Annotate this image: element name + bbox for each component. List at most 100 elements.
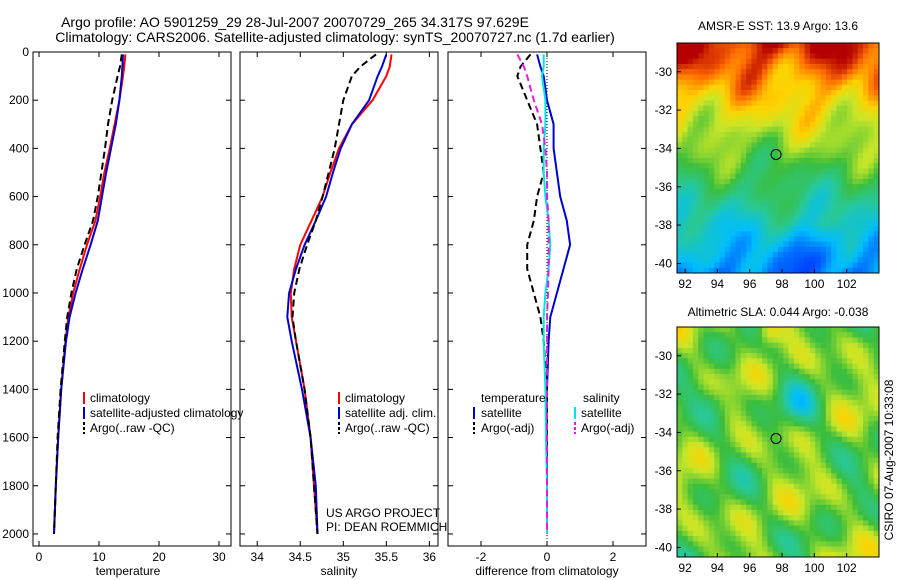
heatmap-cell (772, 494, 779, 501)
heatmap-cell (852, 257, 859, 264)
heatmap-cell (703, 342, 710, 349)
heatmap-cell (724, 215, 731, 222)
heatmap-cell (756, 358, 763, 365)
heatmap-cell (719, 509, 726, 516)
heatmap-cell (714, 421, 721, 427)
heatmap-cell (719, 231, 726, 238)
heatmap-cell (751, 536, 758, 542)
map-x-tick-label: 100 (804, 561, 824, 575)
heatmap-cell (873, 53, 879, 60)
heatmap-cell (831, 246, 838, 253)
heatmap-cell (719, 105, 726, 112)
heatmap-cell (698, 231, 705, 238)
heatmap-cell (682, 442, 689, 448)
heatmap-cell (730, 342, 737, 349)
heatmap-cell (831, 126, 838, 133)
heatmap-cell (772, 327, 779, 333)
heatmap-cell (873, 184, 879, 190)
heatmap-cell (793, 100, 800, 107)
heatmap-cell (762, 452, 768, 459)
heatmap-cell (756, 546, 763, 553)
heatmap-cell (724, 337, 731, 344)
heatmap-cell (831, 368, 838, 375)
legend-label-climatology: climatology (90, 391, 150, 405)
heatmap-cell (746, 363, 753, 370)
heatmap-cell (746, 189, 753, 196)
heatmap-cell (746, 84, 753, 91)
heatmap-cell (682, 332, 689, 339)
heatmap-cell (772, 184, 779, 190)
heatmap-cell (692, 462, 699, 469)
heatmap-cell (841, 43, 848, 49)
heatmap-cell (698, 483, 705, 490)
heatmap-cell (868, 405, 875, 412)
heatmap-cell (740, 158, 747, 164)
heatmap-cell (847, 158, 854, 164)
heatmap-cell (756, 541, 763, 548)
heatmap-cell (852, 536, 859, 542)
heatmap-cell (868, 79, 875, 86)
heatmap-cell (847, 95, 854, 102)
heatmap-cell (799, 121, 806, 128)
heatmap-cell (831, 205, 838, 211)
heatmap-cell (836, 231, 843, 238)
heatmap-cell (788, 405, 795, 412)
heatmap-cell (703, 541, 710, 548)
temperature-plot-area: 0 10 20 30020040060080010001200140016001800… (2, 45, 231, 564)
heatmap-cell (751, 358, 758, 365)
heatmap-cell (799, 462, 806, 469)
heatmap-cell (703, 478, 710, 485)
heatmap-cell (868, 342, 875, 349)
heatmap-cell (778, 473, 784, 480)
heatmap-cell (756, 400, 763, 407)
heatmap-cell (836, 189, 843, 196)
heatmap-cell (868, 137, 875, 143)
heatmap-cell (873, 483, 879, 490)
heatmap-cell (756, 327, 763, 333)
heatmap-cell (788, 379, 795, 386)
heatmap-cell (719, 520, 726, 527)
heatmap-cell (692, 358, 699, 365)
heatmap-cell (708, 131, 715, 138)
heatmap-cell (825, 530, 832, 537)
heatmap-cell (852, 442, 859, 448)
heatmap-cell (724, 536, 731, 542)
heatmap-cell (809, 363, 816, 370)
heatmap-cell (767, 400, 774, 407)
heatmap-cell (793, 327, 800, 333)
heatmap-cell (809, 347, 816, 354)
heatmap-cell (756, 178, 763, 185)
heatmap-cell (815, 489, 822, 495)
heatmap-cell (756, 137, 763, 143)
heatmap-cell (735, 215, 742, 222)
heatmap-cell (783, 426, 790, 433)
heatmap-cell (703, 121, 710, 128)
heatmap-cell (703, 509, 710, 516)
heatmap-cell (852, 90, 859, 96)
heatmap-cell (687, 530, 694, 537)
heatmap-cell (724, 462, 731, 469)
heatmap-cell (677, 536, 683, 542)
x-tick-label: 30 (212, 550, 226, 564)
heatmap-cell (746, 400, 753, 407)
heatmap-cell (793, 158, 800, 164)
heatmap-cell (772, 43, 779, 49)
heatmap-cell (820, 84, 827, 91)
heatmap-cell (831, 147, 838, 154)
heatmap-cell (857, 457, 864, 464)
heatmap-cell (735, 468, 742, 474)
heatmap-cell (873, 400, 879, 407)
heatmap-cell (809, 374, 816, 380)
heatmap-cell (703, 189, 710, 196)
heatmap-cell (740, 74, 747, 81)
heatmap-cell (788, 410, 795, 417)
heatmap-cell (714, 105, 721, 112)
heatmap-cell (799, 147, 806, 154)
heatmap-cell (719, 189, 726, 196)
heatmap-cell (735, 347, 742, 354)
heatmap-cell (809, 105, 816, 112)
heatmap-cell (740, 110, 747, 117)
heatmap-cell (873, 199, 879, 206)
heatmap-cell (756, 462, 763, 469)
heatmap-cell (873, 189, 879, 196)
